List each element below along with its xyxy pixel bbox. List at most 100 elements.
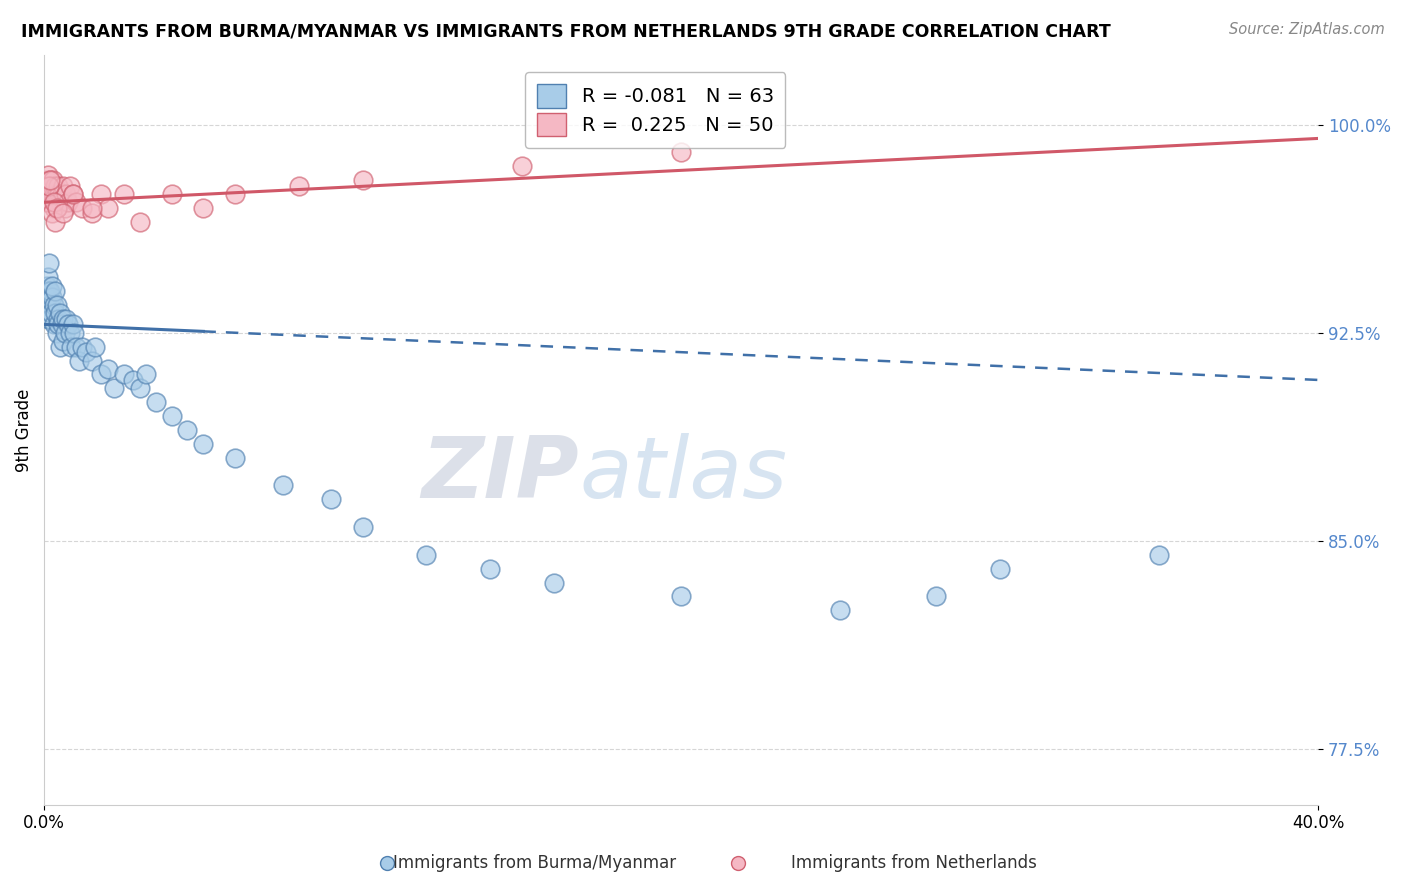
Point bbox=[56, 318, 79, 332]
Point bbox=[44, 186, 66, 201]
Point bbox=[37, 270, 59, 285]
Point bbox=[669, 590, 692, 604]
Point bbox=[45, 326, 67, 340]
Point bbox=[48, 311, 70, 326]
Point bbox=[52, 206, 75, 220]
Point bbox=[830, 603, 852, 617]
Point bbox=[62, 186, 84, 201]
Point bbox=[97, 361, 120, 376]
Text: Immigrants from Netherlands: Immigrants from Netherlands bbox=[792, 855, 1036, 872]
Point bbox=[112, 368, 135, 382]
Point bbox=[42, 201, 65, 215]
Point bbox=[80, 206, 103, 220]
Point bbox=[49, 195, 72, 210]
Point bbox=[49, 306, 72, 320]
Point bbox=[176, 423, 198, 437]
Point bbox=[41, 290, 63, 304]
Point bbox=[63, 326, 86, 340]
Point bbox=[55, 311, 77, 326]
Point bbox=[42, 318, 65, 332]
Point bbox=[55, 186, 77, 201]
Point bbox=[41, 278, 63, 293]
Point bbox=[122, 373, 145, 387]
Point bbox=[44, 178, 66, 193]
Point bbox=[543, 575, 565, 590]
Point bbox=[128, 381, 150, 395]
Point bbox=[727, 856, 749, 871]
Point bbox=[80, 201, 103, 215]
Point bbox=[38, 284, 60, 298]
Point bbox=[160, 186, 183, 201]
Point bbox=[39, 311, 62, 326]
Text: atlas: atlas bbox=[579, 434, 787, 516]
Text: ZIP: ZIP bbox=[422, 434, 579, 516]
Point bbox=[44, 284, 66, 298]
Text: Source: ZipAtlas.com: Source: ZipAtlas.com bbox=[1229, 22, 1385, 37]
Point bbox=[38, 173, 60, 187]
Point bbox=[52, 334, 75, 348]
Point bbox=[52, 178, 75, 193]
Point bbox=[65, 340, 87, 354]
Point bbox=[112, 186, 135, 201]
Point bbox=[128, 215, 150, 229]
Point bbox=[60, 340, 83, 354]
Point bbox=[271, 478, 294, 492]
Point bbox=[48, 186, 70, 201]
Point bbox=[51, 318, 73, 332]
Point bbox=[35, 298, 58, 312]
Point bbox=[37, 278, 59, 293]
Point bbox=[84, 340, 107, 354]
Point bbox=[58, 326, 80, 340]
Point bbox=[80, 353, 103, 368]
Point bbox=[90, 186, 112, 201]
Point bbox=[510, 159, 533, 173]
Point bbox=[39, 195, 62, 210]
Point bbox=[45, 186, 67, 201]
Point bbox=[38, 256, 60, 270]
Point bbox=[42, 173, 65, 187]
Point bbox=[37, 178, 59, 193]
Point bbox=[45, 298, 67, 312]
Point bbox=[35, 186, 58, 201]
Point bbox=[52, 311, 75, 326]
Point bbox=[72, 201, 94, 215]
Point bbox=[37, 168, 59, 182]
Point bbox=[352, 520, 374, 534]
Point bbox=[44, 215, 66, 229]
Point bbox=[193, 201, 215, 215]
Point bbox=[41, 186, 63, 201]
Point bbox=[288, 178, 311, 193]
Point bbox=[160, 409, 183, 423]
Point bbox=[46, 201, 69, 215]
Legend: R = -0.081   N = 63, R =  0.225   N = 50: R = -0.081 N = 63, R = 0.225 N = 50 bbox=[526, 72, 786, 148]
Point bbox=[45, 195, 67, 210]
Text: Immigrants from Burma/Myanmar: Immigrants from Burma/Myanmar bbox=[392, 855, 676, 872]
Point bbox=[49, 340, 72, 354]
Text: IMMIGRANTS FROM BURMA/MYANMAR VS IMMIGRANTS FROM NETHERLANDS 9TH GRADE CORRELATI: IMMIGRANTS FROM BURMA/MYANMAR VS IMMIGRA… bbox=[21, 22, 1111, 40]
Point bbox=[38, 186, 60, 201]
Point bbox=[56, 195, 79, 210]
Point bbox=[1147, 548, 1170, 562]
Point bbox=[39, 178, 62, 193]
Point bbox=[48, 178, 70, 193]
Point bbox=[62, 186, 84, 201]
Point bbox=[103, 381, 125, 395]
Point bbox=[375, 856, 398, 871]
Point bbox=[65, 195, 87, 210]
Point bbox=[479, 562, 502, 576]
Point bbox=[67, 353, 90, 368]
Point bbox=[37, 195, 59, 210]
Point bbox=[38, 178, 60, 193]
Point bbox=[37, 290, 59, 304]
Point bbox=[42, 195, 65, 210]
Point bbox=[352, 173, 374, 187]
Point bbox=[224, 186, 246, 201]
Point bbox=[53, 201, 76, 215]
Point bbox=[319, 492, 342, 507]
Point bbox=[39, 173, 62, 187]
Point bbox=[224, 450, 246, 465]
Point bbox=[58, 178, 80, 193]
Point bbox=[51, 186, 73, 201]
Point bbox=[35, 173, 58, 187]
Point bbox=[39, 284, 62, 298]
